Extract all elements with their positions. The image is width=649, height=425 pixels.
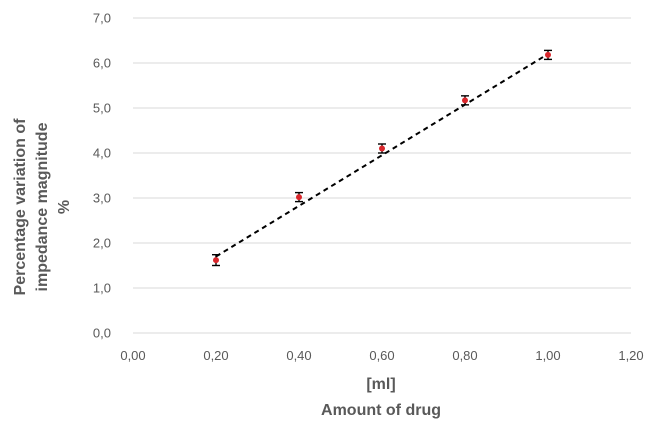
y-tick-labels: 0,0 1,0 2,0 3,0 4,0 5,0 6,0 7,0 <box>93 11 111 341</box>
x-axis-title: Amount of drug <box>321 402 441 419</box>
y-tick-label: 7,0 <box>93 11 111 26</box>
data-point <box>296 194 302 201</box>
y-tick-label: 4,0 <box>93 146 111 161</box>
x-tick-label: 1,00 <box>535 348 560 363</box>
data-point <box>462 97 468 104</box>
data-points <box>213 51 551 264</box>
trendline <box>215 53 549 258</box>
y-tick-label: 2,0 <box>93 236 111 251</box>
data-point <box>213 257 219 264</box>
y-tick-label: 5,0 <box>93 101 111 116</box>
grid-lines <box>133 17 631 334</box>
y-tick-label: 1,0 <box>93 281 111 296</box>
y-axis-title-line-1: Percentage variation of <box>12 118 29 296</box>
data-point <box>379 145 385 152</box>
x-tick-label: 0,80 <box>452 348 477 363</box>
y-tick-label: 6,0 <box>93 56 111 71</box>
x-tick-label: 0,20 <box>203 348 228 363</box>
y-axis-title-line-2: impedance magnitude <box>34 122 51 291</box>
x-tick-labels: 0,00 0,20 0,40 0,60 0,80 1,00 1,20 <box>120 348 643 363</box>
x-tick-label: 0,00 <box>120 348 145 363</box>
trendline-layer <box>215 53 549 258</box>
x-tick-label: 1,20 <box>618 348 643 363</box>
x-tick-label: 0,40 <box>286 348 311 363</box>
y-tick-label: 0,0 <box>93 326 111 341</box>
x-axis-unit-label: [ml] <box>366 376 395 393</box>
y-tick-label: 3,0 <box>93 191 111 206</box>
y-axis-unit-label: % <box>56 200 73 214</box>
data-point <box>545 51 551 58</box>
x-tick-label: 0,60 <box>369 348 394 363</box>
